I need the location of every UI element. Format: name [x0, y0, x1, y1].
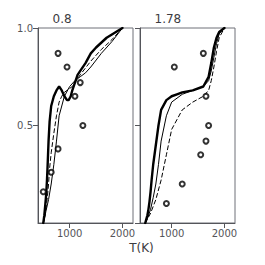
- svg-text:1.78: 1.78: [155, 12, 182, 26]
- svg-text:T(K): T(K): [128, 241, 154, 255]
- svg-text:0.8: 0.8: [53, 12, 72, 26]
- svg-text:0.5: 0.5: [17, 120, 33, 131]
- svg-text:2000: 2000: [212, 228, 237, 239]
- svg-text:1.0: 1.0: [17, 23, 33, 34]
- svg-text:1000: 1000: [57, 228, 82, 239]
- svg-text:2000: 2000: [110, 228, 135, 239]
- svg-text:1000: 1000: [159, 228, 184, 239]
